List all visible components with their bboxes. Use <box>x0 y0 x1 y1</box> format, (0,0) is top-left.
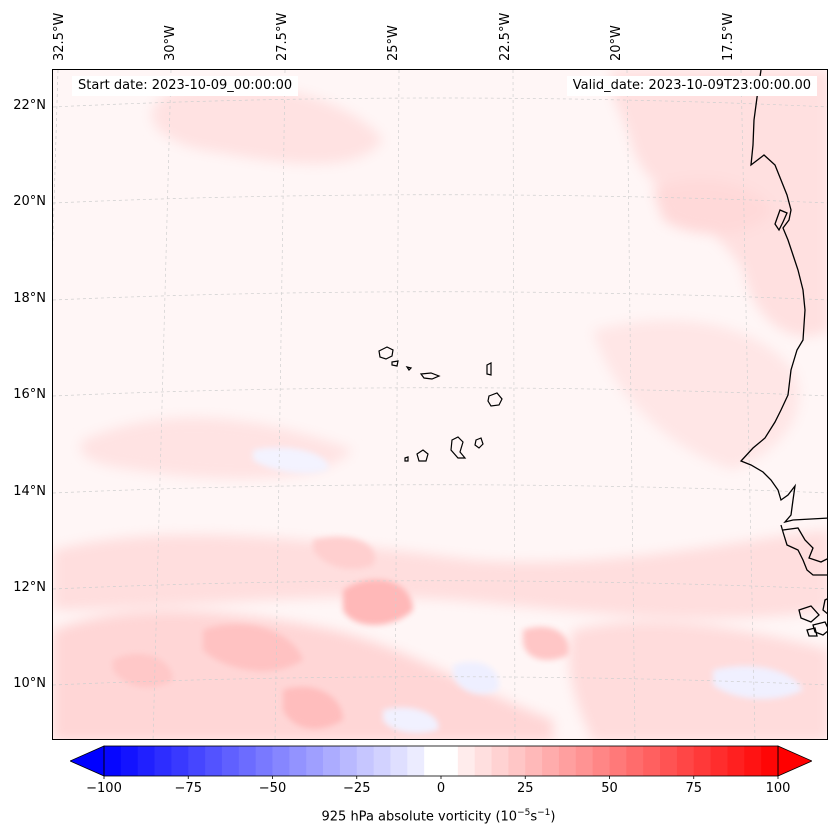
island-boa-vista <box>487 392 503 407</box>
colorbar-segment <box>424 746 442 776</box>
colorbar-title: 925 hPa absolute vorticity (10−5s−1) <box>0 808 837 824</box>
colorbar-segment <box>356 746 375 776</box>
colorbar-segment <box>660 746 678 776</box>
colorbar-segment <box>104 746 122 776</box>
colorbar-title-prefix: 925 hPa absolute vorticity (10 <box>321 809 518 825</box>
colorbar-segment <box>255 746 273 776</box>
lat-label-18n: 18°N <box>13 291 46 306</box>
positive-vorticity-patches <box>53 70 827 739</box>
colorbar-tick-label: 50 <box>601 781 618 796</box>
island-sao-vicente <box>391 360 399 367</box>
map-panel <box>52 69 828 740</box>
colorbar-segment <box>525 746 543 776</box>
colorbar-title-exponent-2: −1 <box>537 808 551 818</box>
valid-date-label: Valid_date: 2023-10-09T23:00:00.00 <box>566 76 817 96</box>
colorbar-segment <box>289 746 307 776</box>
colorbar-segment <box>205 746 223 776</box>
lon-label-17-5w: 17.5°W <box>721 12 736 61</box>
colorbar-segment <box>761 746 779 776</box>
colorbar-segment <box>171 746 189 776</box>
vorticity-map <box>53 70 827 739</box>
colorbar-segment <box>154 746 172 776</box>
island-santa-luzia <box>405 366 413 371</box>
island-santiago <box>450 436 467 459</box>
colorbar-segment <box>609 746 627 776</box>
colorbar-title-unit: s <box>530 809 538 825</box>
colorbar-segment <box>221 746 240 776</box>
bijagos-island-3 <box>806 627 818 637</box>
lon-label-20w: 20°W <box>609 25 624 61</box>
negative-vorticity-patches <box>253 447 803 734</box>
island-santo-antao <box>378 346 394 360</box>
cape-verde-islands <box>378 346 503 462</box>
colorbar-segment <box>272 746 290 776</box>
colorbar <box>70 745 812 779</box>
colorbar-segment <box>188 746 206 776</box>
colorbar-segment <box>306 746 324 776</box>
lat-label-10n: 10°N <box>13 676 46 691</box>
island-maio <box>474 437 484 449</box>
island-brava <box>404 456 409 462</box>
colorbar-segment <box>592 746 610 776</box>
colorbar-segment <box>542 746 560 776</box>
colorbar-segment <box>693 746 712 776</box>
colorbar-segment <box>575 746 594 776</box>
strong-positive-patches <box>113 536 569 729</box>
colorbar-tick-label: −75 <box>174 781 202 796</box>
colorbar-tick-label: 75 <box>685 781 703 796</box>
colorbar-segment <box>491 746 509 776</box>
colorbar-segment <box>373 746 391 776</box>
island-sao-nicolau <box>419 372 441 380</box>
colorbar-segment <box>643 746 661 776</box>
colorbar-segment <box>339 746 358 776</box>
colorbar-segment <box>390 746 408 776</box>
lon-label-30w: 30°W <box>163 25 178 61</box>
colorbar-segment <box>238 746 257 776</box>
colorbar-segment <box>558 746 577 776</box>
colorbar-tick-label: 0 <box>436 781 446 796</box>
lat-label-12n: 12°N <box>13 580 46 595</box>
bijagos-island-1 <box>798 605 820 623</box>
lon-label-25w: 25°W <box>386 25 401 61</box>
colorbar-segment <box>727 746 745 776</box>
colorbar-segments <box>104 746 779 776</box>
colorbar-segment <box>626 746 644 776</box>
lon-label-22-5w: 22.5°W <box>498 12 513 61</box>
colorbar-ticks <box>103 776 779 779</box>
colorbar-segment <box>407 746 425 776</box>
bijagos-island-2 <box>812 621 827 636</box>
banc-arguin <box>774 209 788 232</box>
colorbar-segment <box>474 746 493 776</box>
colorbar-low-extension <box>70 745 105 777</box>
colorbar-tick-label: −100 <box>86 781 122 796</box>
colorbar-segment <box>508 746 526 776</box>
lat-label-20n: 20°N <box>13 194 46 209</box>
colorbar-title-suffix: ) <box>550 809 556 825</box>
colorbar-tick-label: −25 <box>343 781 371 796</box>
graticule <box>53 70 827 739</box>
lon-label-32-5w: 32.5°W <box>52 12 67 61</box>
colorbar-segment <box>120 746 139 776</box>
lat-label-16n: 16°N <box>13 387 46 402</box>
island-fogo <box>416 449 429 462</box>
colorbar-high-extension <box>777 745 812 777</box>
colorbar-segment <box>323 746 341 776</box>
colorbar-tick-label: 25 <box>516 781 534 796</box>
lat-label-14n: 14°N <box>13 484 46 499</box>
colorbar-segment <box>710 746 728 776</box>
colorbar-segment <box>744 746 762 776</box>
island-sal <box>486 362 492 376</box>
africa-coastline <box>739 70 827 637</box>
colorbar-segment <box>137 746 156 776</box>
colorbar-tick-label: −50 <box>258 781 287 796</box>
lon-label-27-5w: 27.5°W <box>275 12 290 61</box>
colorbar-segment <box>441 746 459 776</box>
colorbar-title-exponent-1: −5 <box>517 808 531 818</box>
start-date-label: Start date: 2023-10-09_00:00:00 <box>72 76 299 96</box>
colorbar-tick-label: 100 <box>765 781 791 796</box>
colorbar-segment <box>457 746 476 776</box>
lat-label-22n: 22°N <box>13 98 46 113</box>
colorbar-segment <box>676 746 695 776</box>
